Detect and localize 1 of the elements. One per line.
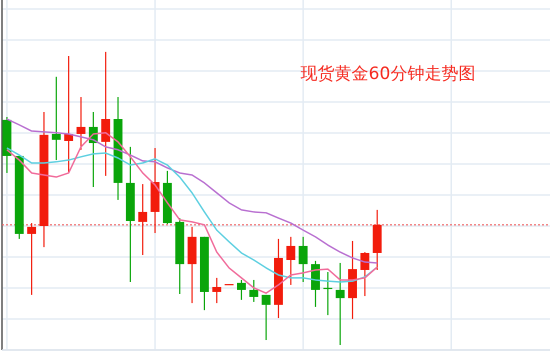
text: 现货黄金60分钟走势图: [300, 64, 476, 84]
